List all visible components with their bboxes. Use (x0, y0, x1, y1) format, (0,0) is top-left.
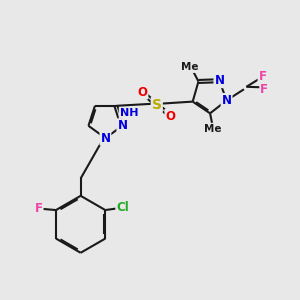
Text: Cl: Cl (116, 201, 129, 214)
Text: Me: Me (204, 124, 221, 134)
Text: Me: Me (181, 62, 199, 72)
Text: N: N (117, 119, 128, 132)
Text: F: F (260, 83, 268, 96)
Text: N: N (222, 94, 232, 107)
Text: F: F (34, 202, 43, 215)
Text: N: N (214, 74, 224, 87)
Text: O: O (165, 110, 176, 123)
Text: N: N (100, 132, 110, 145)
Text: NH: NH (120, 108, 138, 118)
Text: F: F (259, 70, 266, 83)
Text: O: O (137, 85, 147, 99)
Text: S: S (152, 98, 162, 112)
